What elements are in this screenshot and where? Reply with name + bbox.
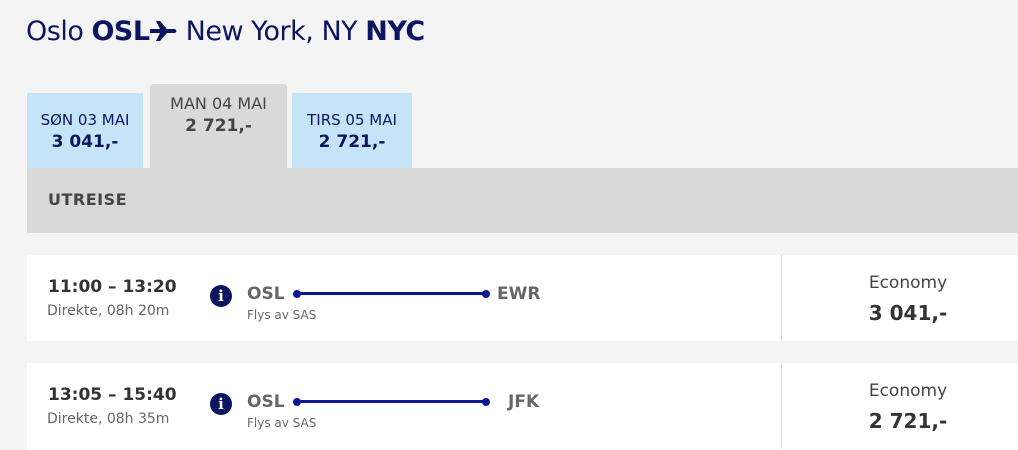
route-line: [297, 400, 487, 403]
to-code: NYC: [365, 16, 425, 47]
divider: [781, 255, 782, 341]
to-city: New York, NY: [185, 16, 358, 47]
tab-price: 2 721,-: [318, 132, 386, 152]
flight-card[interactable]: 13:05 – 15:40 Direkte, 08h 35m i OSL JFK…: [27, 363, 1018, 450]
route-title: Oslo OSL New York, NY NYC: [26, 16, 425, 47]
cabin: Economy: [868, 381, 948, 401]
cabin: Economy: [868, 273, 948, 293]
divider: [781, 363, 782, 449]
route-line: [297, 292, 487, 295]
from-code: OSL: [91, 16, 150, 47]
operator: Flys av SAS: [247, 308, 317, 322]
route-dot: [293, 397, 301, 406]
section-bar: UTREISE: [27, 168, 1018, 233]
info-icon[interactable]: i: [210, 393, 232, 415]
tab-date: TIRS 05 MAI: [307, 111, 397, 129]
destination-code: EWR: [497, 284, 541, 304]
flight-duration: Direkte, 08h 35m: [47, 411, 170, 427]
tab-date: MAN 04 MAI: [170, 94, 267, 113]
tab-price: 2 721,-: [185, 116, 252, 136]
flight-card[interactable]: 11:00 – 13:20 Direkte, 08h 20m i OSL EWR…: [27, 255, 1018, 341]
plane-icon: [149, 21, 177, 41]
route-dot: [482, 289, 490, 298]
flight-times: 11:00 – 13:20: [48, 277, 177, 297]
flight-price: 3 041,-: [868, 301, 948, 325]
origin-code: OSL: [247, 284, 285, 304]
tab-date: SØN 03 MAI: [40, 111, 130, 129]
origin-code: OSL: [247, 392, 285, 412]
info-icon[interactable]: i: [210, 285, 232, 307]
tab-price: 3 041,-: [51, 132, 119, 152]
flight-price: 2 721,-: [868, 409, 948, 433]
date-tab[interactable]: TIRS 05 MAI 2 721,-: [292, 93, 412, 168]
date-tab[interactable]: SØN 03 MAI 3 041,-: [27, 93, 143, 168]
destination-code: JFK: [508, 392, 540, 412]
from-city: Oslo: [26, 16, 84, 47]
section-title: UTREISE: [48, 190, 128, 209]
date-tab-selected[interactable]: MAN 04 MAI 2 721,-: [150, 84, 287, 168]
operator: Flys av SAS: [247, 416, 317, 430]
flight-duration: Direkte, 08h 20m: [47, 303, 170, 319]
route-dot: [482, 397, 490, 406]
flight-times: 13:05 – 15:40: [48, 385, 177, 405]
route-dot: [293, 289, 301, 298]
